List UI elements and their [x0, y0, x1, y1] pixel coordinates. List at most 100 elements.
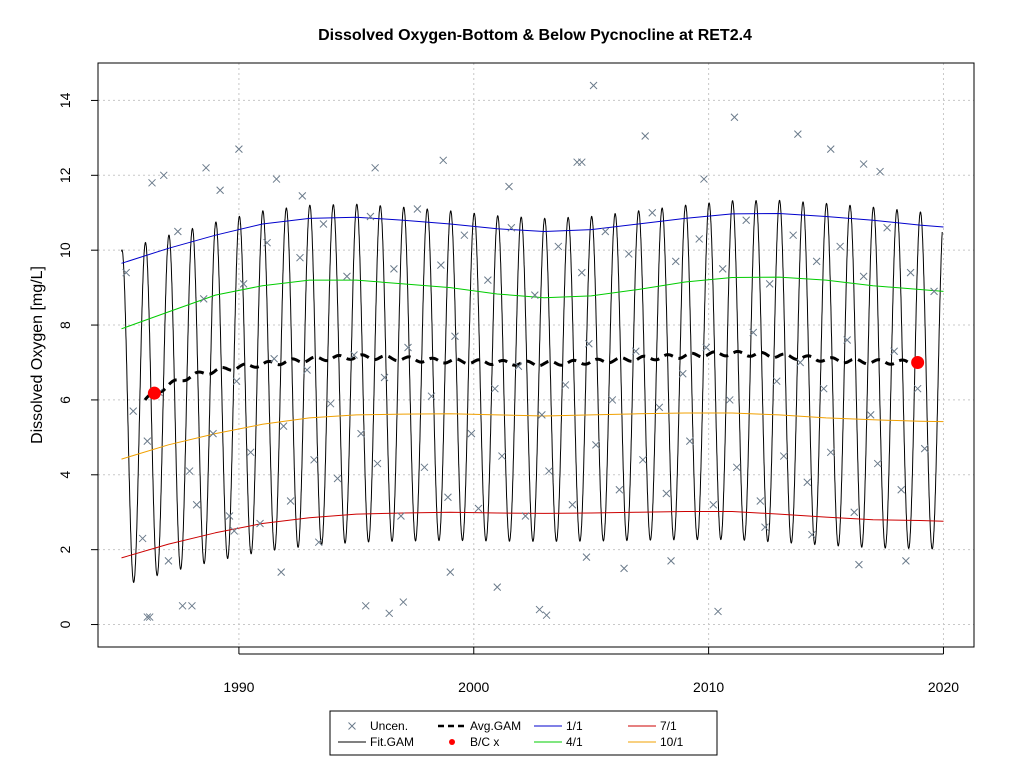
data-point [246, 448, 255, 457]
fit-gam-line [121, 199, 943, 584]
data-point [765, 280, 774, 288]
data-point [554, 242, 563, 251]
data-point [577, 268, 586, 277]
data-point [873, 459, 882, 468]
y-tick-label: 12 [57, 167, 73, 183]
data-point [709, 500, 718, 509]
x-tick-label: 2020 [928, 679, 959, 695]
data-point [420, 463, 429, 472]
data-point [399, 598, 408, 606]
legend-label: 10/1 [660, 735, 684, 749]
y-tick-label: 14 [57, 92, 73, 108]
data-point [615, 485, 624, 494]
data-point [608, 396, 617, 404]
data-point [385, 609, 394, 618]
data-point [188, 601, 196, 610]
data-point [702, 343, 711, 352]
y-axis-label: Dissolved Oxygen [mg/L] [29, 266, 46, 444]
data-point [641, 132, 650, 140]
data-point [326, 399, 335, 408]
data-point [361, 601, 370, 610]
legend-label: 7/1 [660, 719, 677, 733]
data-point [859, 160, 868, 168]
data-point [535, 605, 544, 614]
data-point [164, 557, 173, 565]
data-point [209, 429, 217, 438]
legend: Uncen. Avg.GAM 1/1 7/1 Fit.GAM B/C x 4/1 10/1 [329, 710, 718, 756]
data-point [772, 377, 781, 386]
data-point [303, 366, 311, 374]
x-axis: 1990 2000 2010 2020 [223, 647, 959, 695]
data-point [427, 392, 436, 401]
legend-label: 1/1 [566, 719, 583, 733]
data-point [148, 178, 156, 187]
data-point [855, 560, 863, 569]
data-point [397, 512, 405, 520]
data-point [843, 336, 852, 344]
data-point [826, 448, 835, 457]
data-point [474, 504, 483, 513]
data-point [343, 272, 351, 281]
data-point [390, 265, 398, 273]
data-point [145, 613, 154, 621]
data-point [808, 530, 816, 539]
data-point [277, 568, 286, 576]
data-point [314, 538, 323, 547]
data-point [779, 452, 788, 460]
data-point [812, 257, 821, 266]
data-points [122, 81, 938, 621]
data-point [333, 474, 342, 483]
data-point [530, 291, 539, 299]
bc-point [147, 386, 161, 400]
data-point [890, 347, 899, 356]
data-point [270, 354, 278, 363]
data-point [319, 220, 328, 228]
data-point [920, 444, 929, 453]
data-point [404, 343, 412, 352]
data-point [542, 611, 551, 620]
plot-frame [97, 62, 975, 648]
legend-symbol-bc_point [449, 739, 455, 745]
legend-label: Avg.GAM [470, 719, 521, 733]
data-point [507, 223, 516, 232]
data-point [373, 459, 382, 468]
data-point [437, 261, 445, 270]
data-point [561, 381, 570, 389]
legend-label: 4/1 [566, 735, 583, 749]
data-point [296, 253, 304, 262]
data-point [761, 523, 769, 532]
y-tick-label: 6 [57, 396, 73, 404]
data-point [263, 238, 271, 247]
data-point [298, 192, 307, 200]
data-point [178, 601, 187, 610]
data-point [601, 227, 610, 236]
data-point [122, 268, 131, 277]
data-point [742, 216, 751, 225]
data-point [883, 223, 891, 232]
data-point [467, 429, 476, 438]
data-point [730, 113, 739, 122]
data-point [143, 613, 152, 621]
data-point [582, 553, 591, 562]
data-point [577, 158, 586, 167]
data-point [173, 227, 182, 236]
data-point [648, 208, 657, 217]
data-point [749, 328, 758, 337]
data-point [380, 373, 389, 382]
series-line-q7-1 [121, 511, 944, 559]
data-point [725, 396, 734, 404]
series-line-q4-1 [121, 276, 944, 330]
data-point [505, 182, 513, 191]
y-tick-label: 8 [57, 321, 73, 329]
data-point [796, 358, 805, 367]
data-point [371, 163, 379, 172]
data-point [357, 429, 365, 438]
chart-title: Dissolved Oxygen-Bottom & Below Pycnocli… [318, 27, 752, 44]
data-point [545, 467, 553, 475]
series-line-q10-1 [121, 412, 944, 460]
data-point [667, 557, 675, 565]
data-point [366, 212, 375, 221]
data-point [202, 163, 210, 172]
data-point [803, 478, 812, 487]
